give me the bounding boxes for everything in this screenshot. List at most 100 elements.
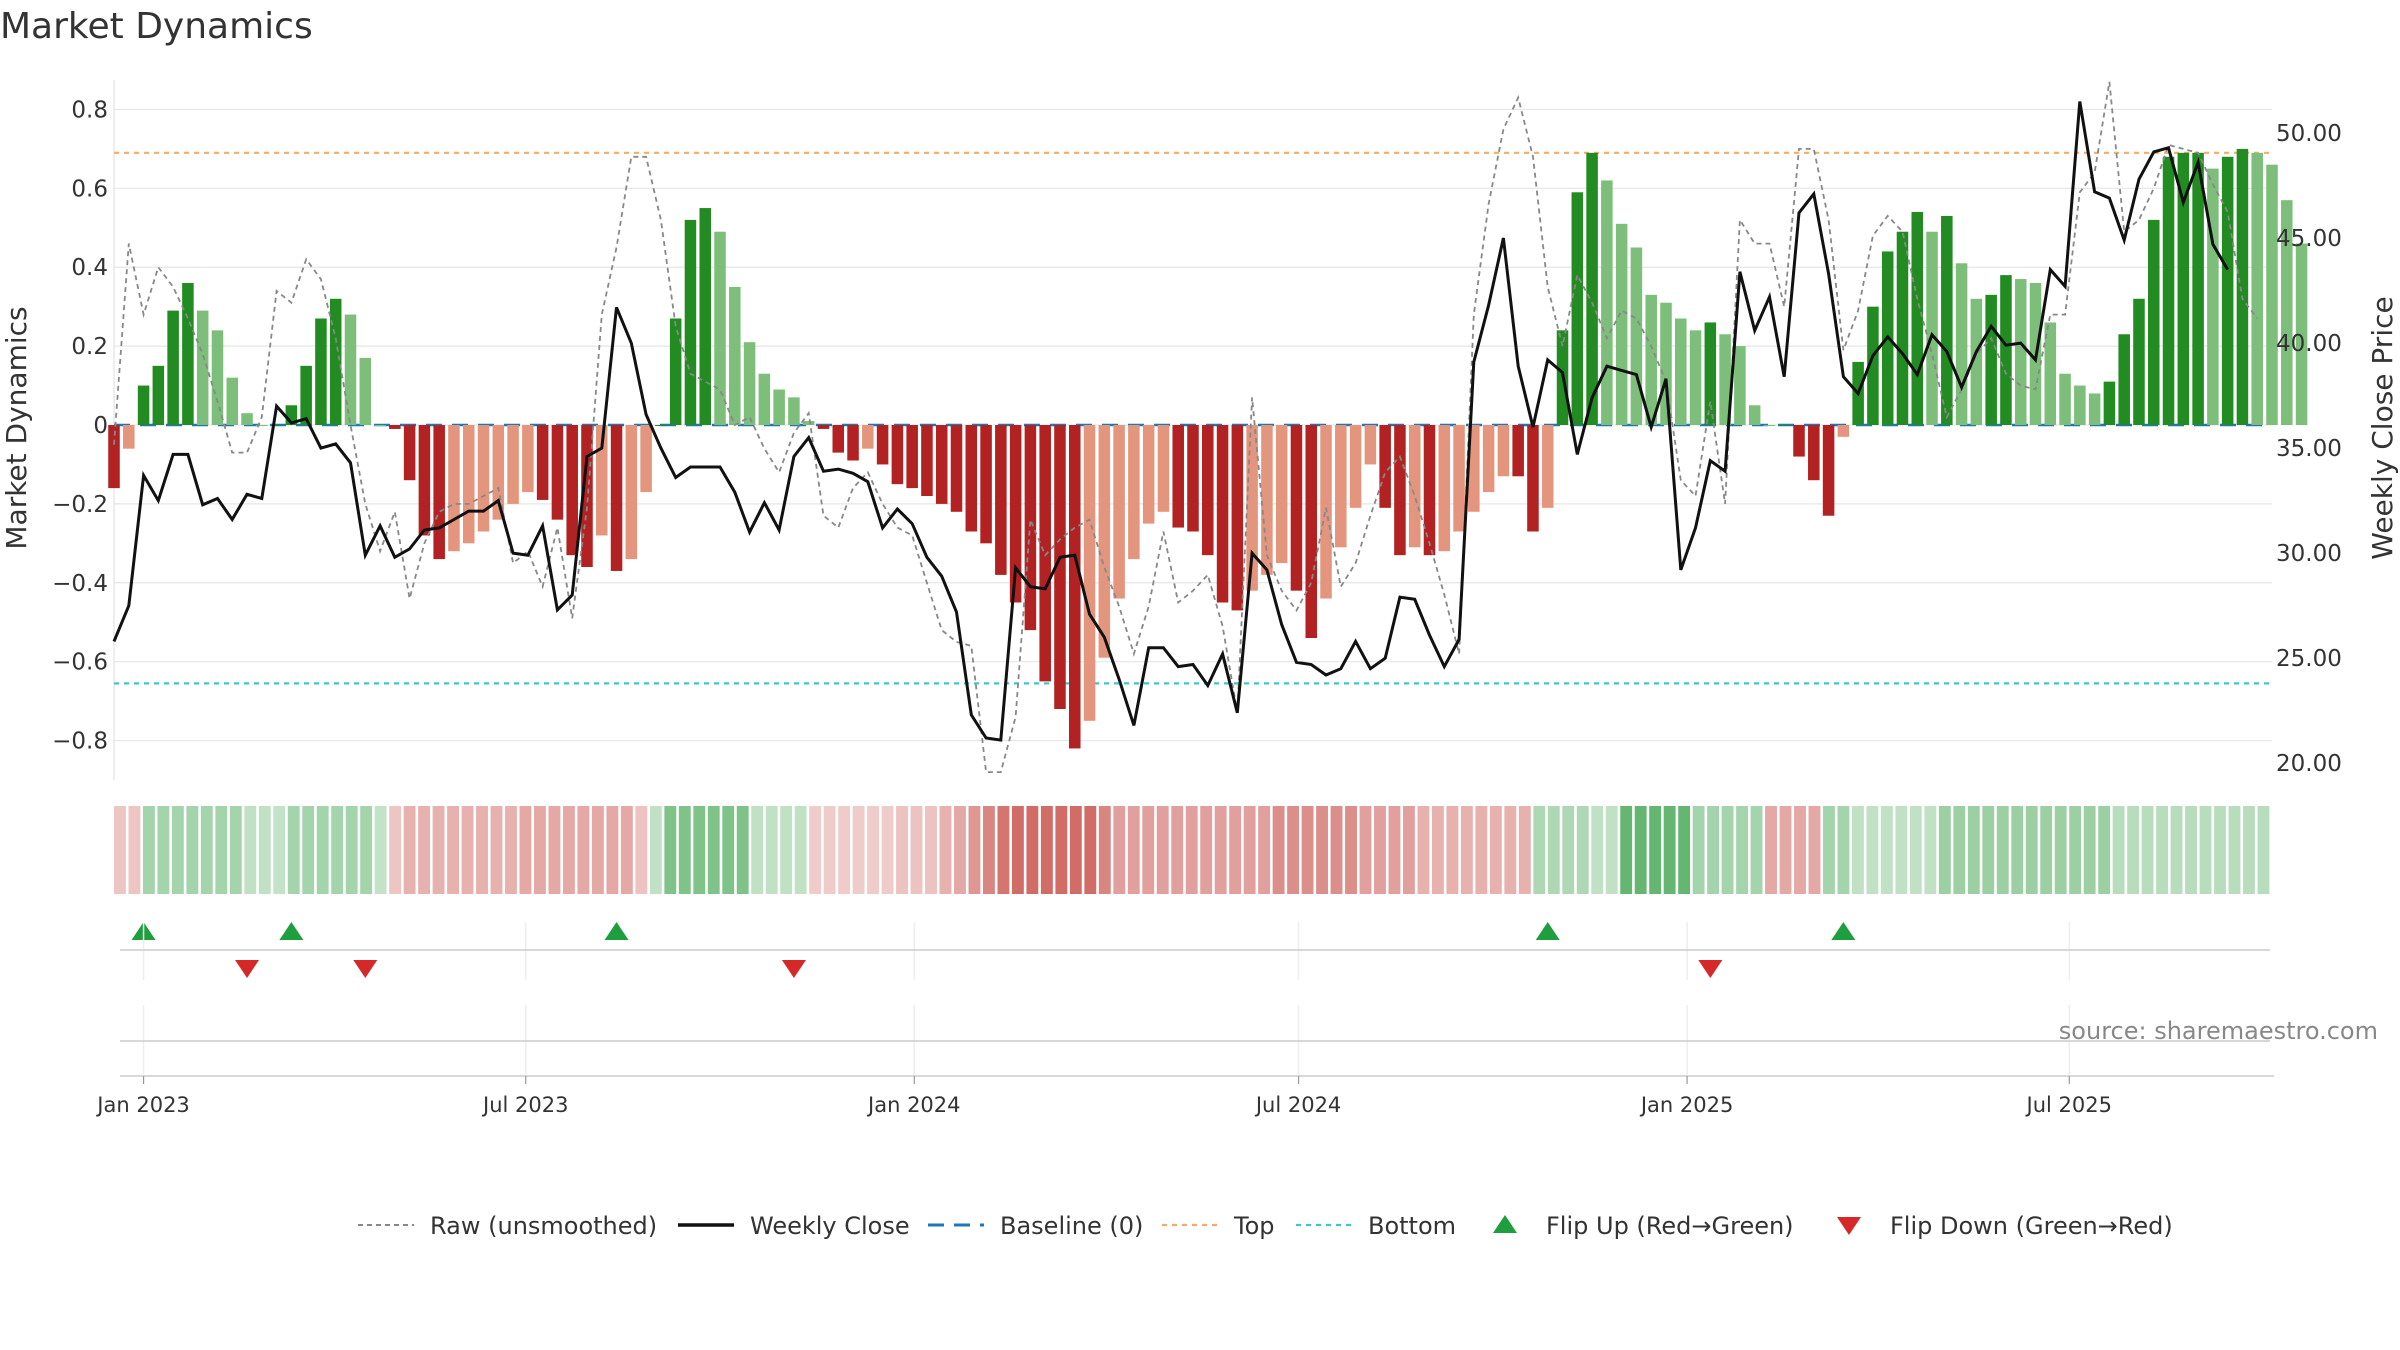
regime-cell <box>2127 806 2140 894</box>
regime-cell <box>1996 806 2009 894</box>
regime-cell <box>1851 806 1864 894</box>
y-right-tick-label: 20.00 <box>2276 751 2342 777</box>
dynamics-bar <box>137 385 150 425</box>
dynamics-bar <box>758 373 771 425</box>
y-left-tick-label: −0.6 <box>52 650 108 676</box>
dynamics-bar <box>2118 334 2130 425</box>
dynamics-bar <box>226 377 239 425</box>
regime-cell <box>1707 806 1720 894</box>
dynamics-bar <box>2103 381 2116 425</box>
source-label: source: sharemaestro.com <box>2059 1017 2378 1045</box>
regime-cell <box>562 806 575 894</box>
regime-cell <box>1924 806 1937 894</box>
dynamics-bar <box>2133 298 2145 425</box>
dynamics-bar <box>1955 263 1968 425</box>
x-axis-ticks: Jan 2023 Jul 2023 Jan 2024 Jul 2024 Jan 2025… <box>95 1076 2112 1117</box>
dynamics-bar <box>315 318 327 425</box>
dynamics-bar <box>1586 152 1598 426</box>
regime-cell <box>432 806 445 894</box>
regime-cell <box>1055 806 1068 894</box>
regime-cell <box>2199 806 2212 894</box>
regime-cell <box>389 806 402 894</box>
regime-cell <box>982 806 995 894</box>
regime-cell <box>1953 806 1966 894</box>
regime-cell <box>287 806 300 894</box>
regime-cell <box>186 806 199 894</box>
regime-cell <box>2069 806 2082 894</box>
regime-cell <box>1823 806 1835 894</box>
regime-cell <box>128 806 141 894</box>
legend-label: Weekly Close <box>750 1212 910 1240</box>
regime-cell <box>2054 806 2067 894</box>
dynamics-bar <box>300 365 312 425</box>
y-left-tick-label: 0 <box>93 413 108 439</box>
regime-cell <box>1388 806 1401 894</box>
flip-down-marker <box>1698 960 1723 978</box>
regime-cell <box>461 806 474 894</box>
dynamics-bar <box>433 425 445 560</box>
regime-cell <box>360 806 373 894</box>
dynamics-bar <box>2251 152 2263 426</box>
regime-cell <box>1243 806 1256 894</box>
regime-cell <box>910 806 923 894</box>
dynamics-bar <box>1009 425 1022 603</box>
regime-cell <box>345 806 358 894</box>
regime-cell <box>794 806 807 894</box>
regime-cell <box>2170 806 2183 894</box>
regime-cell <box>2141 806 2154 894</box>
regime-cell <box>678 806 691 894</box>
dynamics-bar <box>596 425 608 536</box>
regime-cell <box>1417 806 1430 894</box>
dynamics-bar <box>1349 425 1362 508</box>
y-right-axis-title: Weekly Close Price <box>2366 296 2399 559</box>
regime-cell <box>925 806 937 894</box>
regime-cell <box>722 806 735 894</box>
dynamics-bar <box>536 425 549 500</box>
dynamics-bar <box>1335 425 1347 548</box>
dynamics-bar <box>935 425 948 504</box>
regime-cell <box>2228 806 2241 894</box>
dynamics-bar <box>1394 425 1406 556</box>
y-left-axis-title: Market Dynamics <box>0 306 33 549</box>
regime-cell <box>1156 806 1169 894</box>
regime-cell <box>2185 806 2197 894</box>
raw-series <box>113 81 2258 773</box>
regime-cell <box>1837 806 1850 894</box>
dynamics-bar <box>2236 148 2249 425</box>
legend: Raw (unsmoothed) Weekly Close Baseline (0)… <box>358 1212 2173 1240</box>
regime-cell <box>1142 806 1155 894</box>
dynamics-bar <box>492 425 505 520</box>
regime-cell <box>1750 806 1763 894</box>
dynamics-bar <box>2059 373 2071 425</box>
regime-cell <box>2243 806 2255 894</box>
regime-cell <box>1576 806 1589 894</box>
y-left-tick-label: 0.6 <box>71 176 108 202</box>
dynamics-bar <box>167 310 179 425</box>
dynamics-bar <box>625 425 638 560</box>
dynamics-bar <box>1970 298 1983 425</box>
y-left-ticks: 0.8 0.6 0.4 0.2 0 −0.2 −0.4 −0.6 −0.8 <box>52 97 108 754</box>
y-right-tick-label: 50.00 <box>2276 121 2342 147</box>
dynamics-bar <box>1763 425 1776 426</box>
dynamics-bar <box>610 425 623 571</box>
regime-cell <box>751 806 764 894</box>
regime-cell <box>1605 806 1618 894</box>
regime-cell <box>1895 806 1908 894</box>
dynamics-bar <box>477 425 490 532</box>
legend-label: Bottom <box>1368 1212 1456 1240</box>
regime-cell <box>157 806 170 894</box>
dynamics-bar <box>108 425 120 489</box>
dynamics-bar <box>1216 425 1229 603</box>
regime-cell <box>823 806 836 894</box>
regime-cell <box>997 806 1010 894</box>
dynamics-bar <box>995 425 1007 575</box>
regime-cell <box>954 806 966 894</box>
dynamics-bar <box>196 310 209 425</box>
regime-cell <box>374 806 387 894</box>
dynamics-bar <box>1675 318 1687 425</box>
regime-cell <box>838 806 851 894</box>
regime-cell <box>1113 806 1126 894</box>
regime-cell <box>1446 806 1459 894</box>
regime-cell <box>1127 806 1140 894</box>
dynamics-bar <box>1601 180 1613 425</box>
